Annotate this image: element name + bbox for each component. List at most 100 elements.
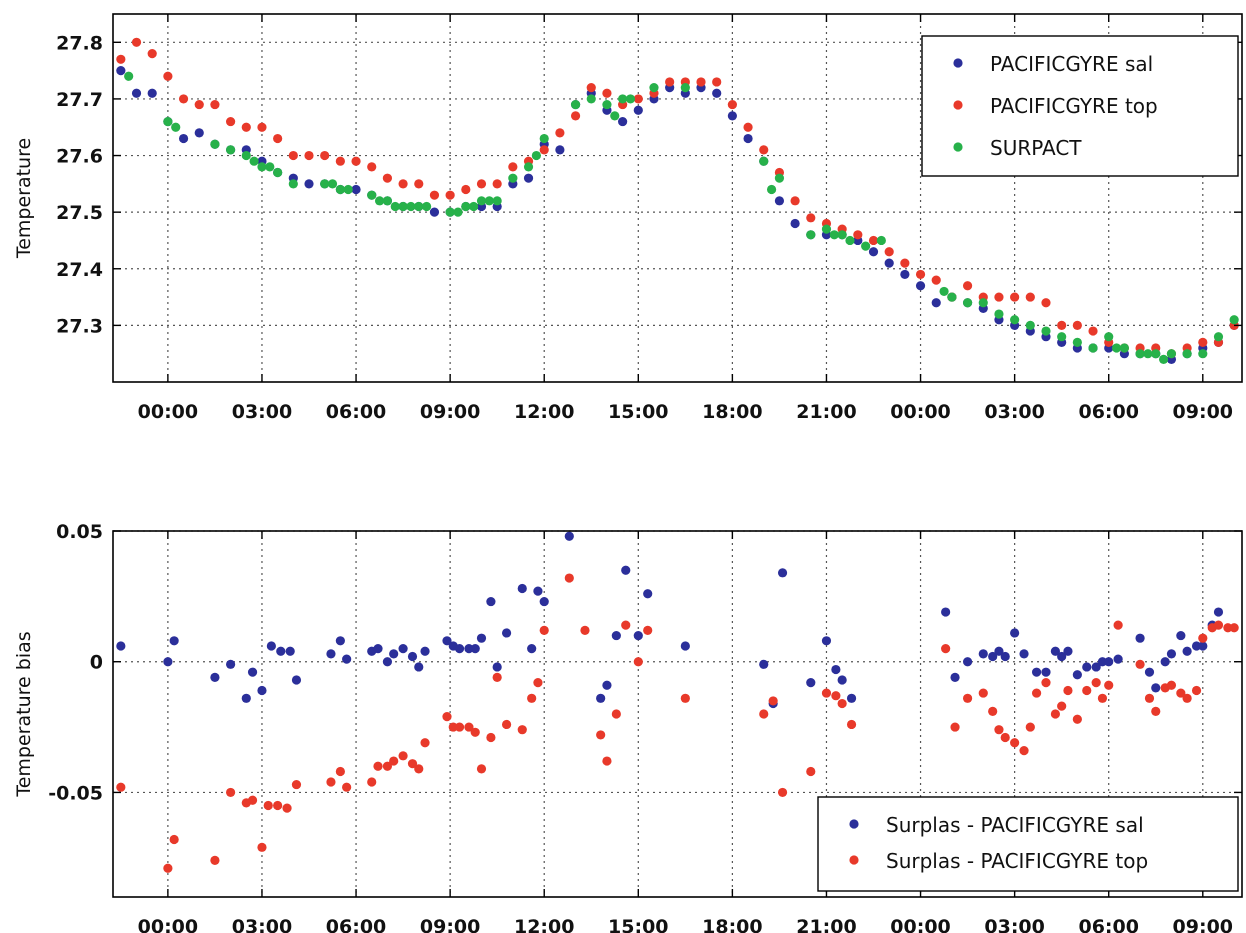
temperature-point-series-2 bbox=[1135, 349, 1145, 359]
temperature-point-series-1 bbox=[727, 99, 737, 110]
bias-point-series-1 bbox=[1097, 693, 1108, 703]
bias-point-series-1 bbox=[1025, 722, 1035, 732]
bias-x-tick-label: 06:00 bbox=[1078, 916, 1138, 933]
temperature-x-tick-label: 03:00 bbox=[232, 401, 292, 423]
bias-point-series-1 bbox=[994, 725, 1004, 735]
temperature-point-series-2 bbox=[994, 309, 1004, 319]
bias-point-series-0 bbox=[777, 568, 788, 578]
temperature-point-series-2 bbox=[845, 235, 855, 246]
temperature-legend-label: PACIFICGYRE top bbox=[990, 94, 1158, 118]
temperature-point-series-1 bbox=[790, 196, 800, 206]
bias-point-series-0 bbox=[1082, 662, 1092, 672]
temperature-point-series-0 bbox=[727, 111, 737, 121]
temperature-point-series-0 bbox=[304, 179, 314, 189]
temperature-point-series-2 bbox=[461, 201, 471, 212]
bias-point-series-0 bbox=[335, 636, 345, 646]
bias-point-series-0 bbox=[821, 636, 832, 646]
temperature-point-series-2 bbox=[453, 207, 463, 217]
temperature-point-series-2 bbox=[414, 201, 424, 212]
temperature-point-series-2 bbox=[163, 116, 173, 127]
temperature-point-series-1 bbox=[492, 179, 502, 189]
temperature-point-series-1 bbox=[382, 173, 393, 183]
bias-point-series-1 bbox=[1057, 701, 1067, 711]
bias-x-tick-label: 00:00 bbox=[138, 916, 198, 933]
bias-point-series-1 bbox=[1229, 623, 1239, 633]
temperature-point-series-1 bbox=[915, 269, 926, 280]
bias-point-series-1 bbox=[335, 766, 345, 777]
bias-point-series-1 bbox=[621, 620, 631, 630]
temperature-point-series-1 bbox=[539, 145, 549, 155]
bias-point-series-1 bbox=[1010, 738, 1020, 748]
bias-point-series-0 bbox=[1160, 657, 1170, 667]
temperature-point-series-2 bbox=[171, 122, 181, 132]
temperature-point-series-1 bbox=[445, 190, 455, 200]
bias-point-series-1 bbox=[768, 696, 778, 706]
temperature-point-series-2 bbox=[1151, 349, 1161, 359]
bias-point-series-0 bbox=[398, 644, 408, 654]
bias-point-series-0 bbox=[621, 565, 631, 575]
bias-point-series-0 bbox=[1019, 649, 1029, 659]
bias-point-series-0 bbox=[1000, 651, 1010, 662]
bias-point-series-1 bbox=[1031, 688, 1042, 698]
bias-y-tick-label: -0.05 bbox=[48, 782, 103, 804]
temperature-point-series-2 bbox=[1158, 354, 1169, 364]
bias-point-series-0 bbox=[1091, 662, 1101, 672]
bias-point-series-1 bbox=[831, 691, 841, 701]
bias-point-series-1 bbox=[342, 782, 352, 792]
temperature-point-series-0 bbox=[915, 281, 926, 291]
bias-panel: 00:00 03:00 06:00 09:00 12:00 15:00 18:00 21:00… bbox=[13, 521, 1243, 933]
bias-point-series-0 bbox=[1213, 607, 1224, 617]
bias-point-series-1 bbox=[282, 803, 292, 813]
bias-point-series-1 bbox=[680, 693, 690, 703]
temperature-point-series-2 bbox=[226, 145, 236, 155]
bias-point-series-1 bbox=[1191, 685, 1202, 696]
temperature-point-series-0 bbox=[555, 145, 565, 155]
temperature-point-series-2 bbox=[273, 167, 283, 178]
temperature-point-series-2 bbox=[837, 230, 847, 240]
temperature-point-series-1 bbox=[1057, 320, 1067, 330]
temperature-point-series-1 bbox=[555, 128, 565, 138]
temperature-point-series-1 bbox=[210, 99, 220, 110]
temperature-point-series-2 bbox=[124, 71, 134, 81]
bias-point-series-0 bbox=[564, 531, 574, 541]
temperature-plot-frame bbox=[112, 13, 1243, 383]
temperature-point-series-2 bbox=[390, 201, 400, 212]
bias-point-series-0 bbox=[994, 646, 1004, 656]
temperature-point-series-2 bbox=[398, 201, 408, 212]
bias-y-tick-label: 0.05 bbox=[56, 521, 103, 543]
bias-point-series-1 bbox=[382, 761, 393, 771]
bias-point-series-0 bbox=[1198, 641, 1208, 651]
bias-point-series-0 bbox=[210, 672, 220, 683]
bias-point-series-1 bbox=[442, 712, 452, 722]
bias-point-series-1 bbox=[1166, 680, 1177, 690]
temperature-panel: 00:00 03:00 06:00 09:00 12:00 15:00 18:00 21:00… bbox=[13, 13, 1243, 423]
temperature-point-series-0 bbox=[116, 66, 126, 76]
bias-x-tick-label: 15:00 bbox=[608, 916, 668, 933]
bias-point-series-0 bbox=[978, 649, 988, 659]
bias-point-series-1 bbox=[1182, 693, 1192, 703]
temperature-legend: PACIFICGYRE sal PACIFICGYRE top SURPACT bbox=[921, 35, 1239, 177]
temperature-point-series-2 bbox=[602, 99, 612, 110]
temperature-point-series-2 bbox=[531, 150, 541, 161]
bias-point-series-0 bbox=[1176, 630, 1186, 641]
bias-point-series-1 bbox=[846, 719, 857, 730]
temperature-x-tick-label: 03:00 bbox=[984, 401, 1044, 423]
temperature-point-series-2 bbox=[1182, 349, 1192, 359]
temperature-point-series-1 bbox=[257, 122, 267, 132]
bias-point-series-1 bbox=[398, 751, 408, 761]
bias-point-series-1 bbox=[596, 730, 606, 740]
bias-point-series-1 bbox=[226, 787, 236, 798]
temperature-point-series-0 bbox=[774, 196, 785, 206]
temperature-point-series-2 bbox=[806, 230, 816, 240]
temperature-y-tick-label: 27.5 bbox=[56, 202, 103, 224]
bias-point-series-0 bbox=[633, 630, 643, 641]
temperature-point-series-2 bbox=[962, 298, 973, 308]
bias-point-series-0 bbox=[382, 657, 393, 667]
temperature-point-series-2 bbox=[829, 230, 839, 240]
bias-point-series-1 bbox=[367, 777, 377, 787]
temperature-point-series-1 bbox=[335, 156, 345, 166]
temperature-point-series-1 bbox=[806, 213, 816, 223]
temperature-point-series-1 bbox=[570, 111, 581, 121]
temperature-point-series-1 bbox=[367, 162, 377, 172]
